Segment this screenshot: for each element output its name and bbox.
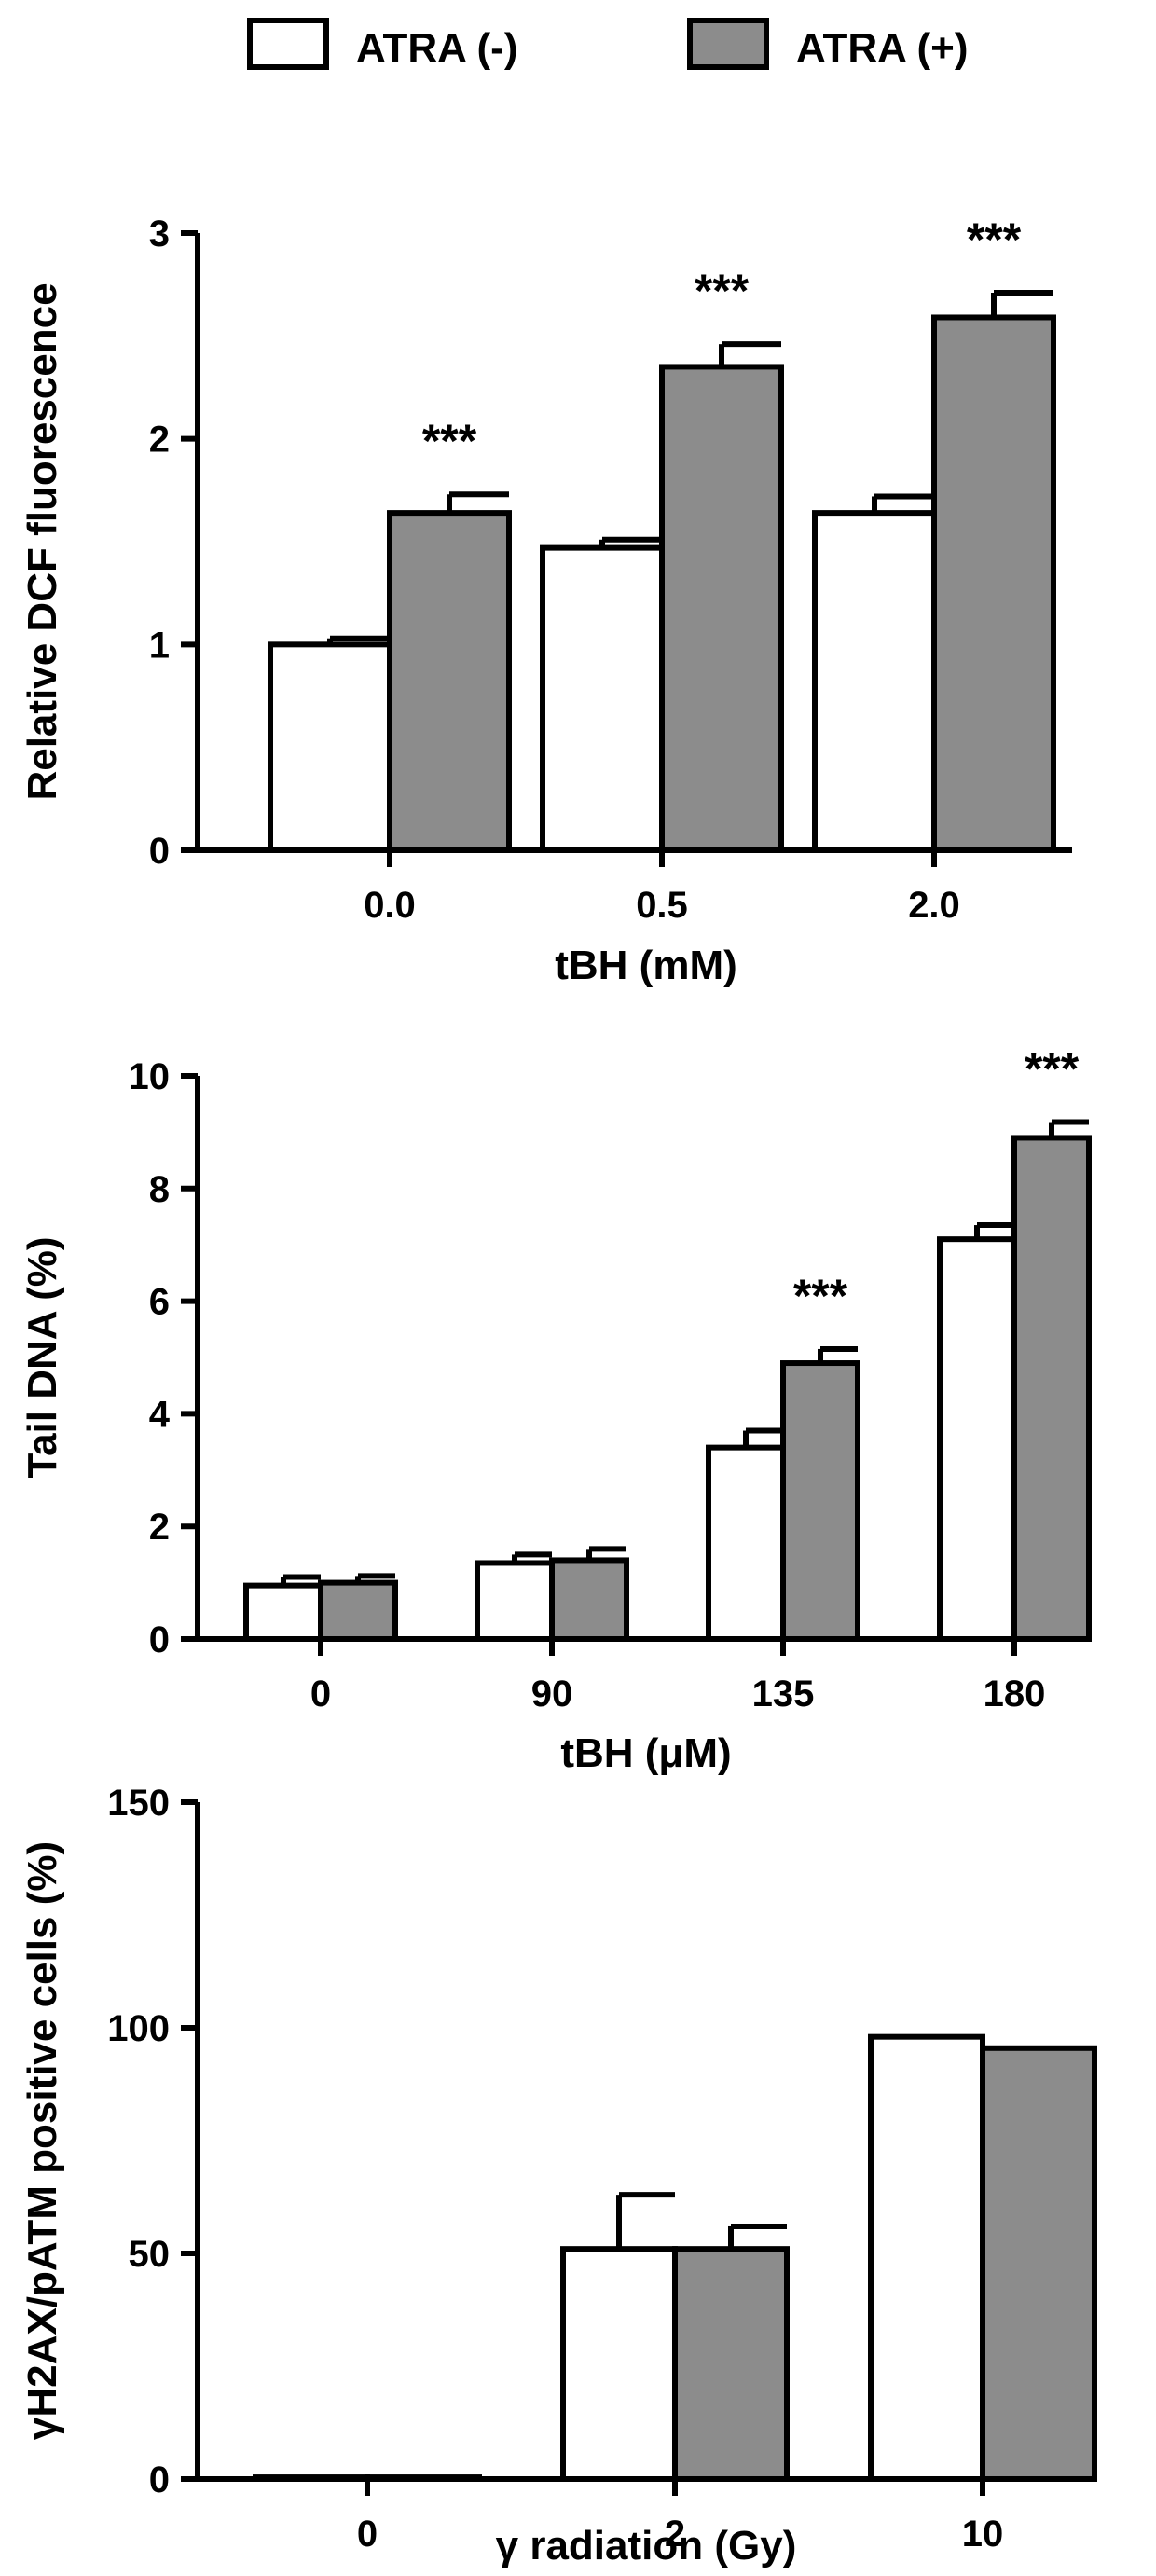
bar-atra-plus <box>387 510 512 854</box>
x-axis-label: tBH (μM) <box>560 1730 731 1776</box>
y-tick-label: 0 <box>149 2459 170 2500</box>
y-axis-label: Tail DNA (%) <box>20 1236 65 1478</box>
bar-atra-plus <box>780 1360 860 1643</box>
bar-atra-minus <box>560 2246 678 2482</box>
y-tick-label: 100 <box>107 2008 170 2049</box>
bar-atra-minus <box>540 544 665 853</box>
bar-atra-minus <box>706 1444 786 1643</box>
bar-atra-minus <box>937 1236 1017 1643</box>
bar-atra-plus <box>1012 1135 1092 1642</box>
chart-dcf-fluorescence: 0 1 2 3 0.0 *** 0.5 *** 2.0 *** tBH (mM) Relative D… <box>20 214 1072 988</box>
x-tick-label: 90 <box>531 1674 573 1715</box>
significance-marker: *** <box>1025 1043 1080 1095</box>
x-axis-label: tBH (mM) <box>555 943 737 988</box>
significance-marker: *** <box>793 1270 848 1322</box>
y-tick-label: 10 <box>129 1056 171 1097</box>
bar-atra-minus <box>868 2033 985 2482</box>
y-axis-label: Relative DCF fluorescence <box>20 282 65 800</box>
significance-marker: *** <box>695 265 750 317</box>
bar-atra-minus <box>268 641 392 853</box>
legend: ATRA (-) ATRA (+) <box>247 18 969 71</box>
y-axis-label: γH2AX/pATM positive cells (%) <box>20 1841 65 2440</box>
x-tick-label: 0 <box>310 1674 331 1715</box>
x-tick-label: 2.0 <box>908 885 960 926</box>
y-tick-label: 2 <box>149 1507 170 1548</box>
bar-atra-plus <box>365 2474 482 2482</box>
y-tick-label: 0 <box>149 1619 170 1660</box>
bar-atra-minus <box>812 510 937 854</box>
y-tick-label: 150 <box>107 1783 170 1824</box>
bar-atra-minus <box>475 1560 555 1642</box>
bar-atra-minus <box>243 1582 323 1642</box>
chart-h2ax-patm: 0 50 100 150 0 2 10 γ radiation (Gy) γH2AX/pATM … <box>20 1783 1097 2569</box>
bar-atra-plus <box>672 2246 790 2482</box>
y-tick-label: 50 <box>129 2234 171 2275</box>
legend-label-atra-plus: ATRA (+) <box>796 25 969 71</box>
y-tick-label: 2 <box>149 420 170 461</box>
bar-atra-plus <box>931 314 1056 853</box>
x-axis-label: γ radiation (Gy) <box>496 2523 797 2569</box>
y-tick-label: 6 <box>149 1282 170 1323</box>
x-tick-label: 2 <box>665 2514 685 2555</box>
x-tick-label: 10 <box>962 2514 1004 2555</box>
bar-atra-plus <box>980 2045 1097 2483</box>
legend-swatch-atra-plus <box>687 18 769 70</box>
y-tick-label: 0 <box>149 831 170 872</box>
x-tick-label: 0.5 <box>636 885 688 926</box>
x-tick-label: 0 <box>357 2514 378 2555</box>
significance-marker: *** <box>422 415 477 467</box>
y-tick-label: 3 <box>149 214 170 255</box>
bar-atra-minus <box>253 2474 370 2482</box>
bar-atra-plus <box>318 1579 398 1642</box>
legend-swatch-atra-minus <box>247 18 329 70</box>
y-tick-label: 4 <box>149 1394 171 1435</box>
x-tick-label: 0.0 <box>364 885 416 926</box>
x-tick-label: 135 <box>752 1674 815 1715</box>
x-tick-label: 180 <box>984 1674 1046 1715</box>
y-tick-label: 8 <box>149 1169 170 1210</box>
bar-atra-plus <box>549 1557 629 1642</box>
legend-label-atra-minus: ATRA (-) <box>356 25 518 71</box>
significance-marker: *** <box>967 214 1022 266</box>
y-tick-label: 1 <box>149 625 170 666</box>
bar-atra-plus <box>659 364 784 853</box>
chart-tail-dna: 0 2 4 6 8 10 0 90 135 *** 180 *** tBH (μM) Tail DNA (… <box>20 1043 1092 1776</box>
